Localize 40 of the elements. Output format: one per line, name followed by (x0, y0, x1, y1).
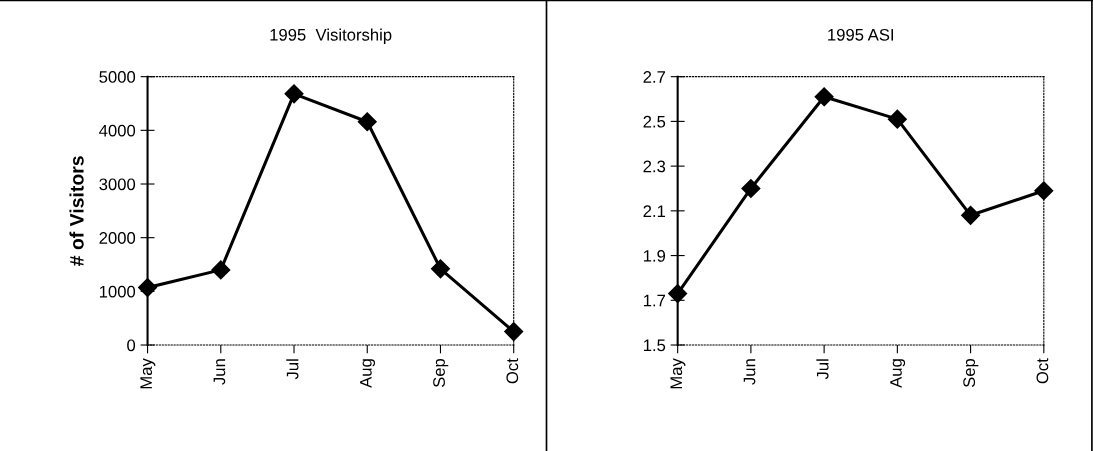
y-tick-label: 1.5 (643, 339, 666, 352)
y-tick-label: 5000 (99, 71, 136, 83)
y-axis-title: # of Visitors (69, 156, 84, 266)
point (961, 205, 981, 225)
y-tick-label: 2.5 (643, 115, 666, 128)
chart-title: 1995 ASI (828, 28, 894, 41)
x-tick-label: Jun (743, 359, 756, 385)
x-tick-label: Jul (816, 359, 829, 380)
y-tick-label: 2.3 (643, 160, 666, 173)
y-tick-label: 1000 (99, 285, 136, 298)
y-tick-label: 2.1 (643, 205, 666, 217)
x-tick-label: Sep (963, 358, 979, 388)
x-tick-label: Jul (286, 359, 299, 380)
point (1034, 181, 1054, 201)
x-tick-label: Oct (1036, 358, 1049, 384)
point (504, 322, 524, 342)
point (741, 178, 761, 199)
y-tick-label: 4000 (99, 124, 136, 137)
point (138, 278, 158, 298)
x-tick-label: May (670, 358, 686, 389)
x-tick-label: Sep (433, 358, 449, 388)
point (284, 84, 304, 104)
x-tick-label: Oct (506, 358, 519, 384)
point (887, 109, 907, 129)
y-tick-label: 2000 (99, 232, 136, 244)
y-tick-label: 3000 (99, 178, 136, 191)
x-tick-label: Aug (890, 359, 906, 388)
point (668, 284, 688, 304)
y-tick-label: 0 (127, 339, 136, 352)
chart-title: 1995 Visitorship (270, 28, 392, 45)
x-tick-label: Aug (360, 359, 376, 388)
point (211, 260, 231, 280)
point (814, 87, 834, 107)
y-tick-label: 2.7 (643, 71, 666, 83)
point (357, 112, 377, 132)
y-tick-label: 1.7 (643, 294, 666, 307)
point (430, 259, 451, 279)
y-tick-label: 1.9 (643, 249, 666, 262)
x-tick-label: May (140, 358, 156, 389)
x-tick-label: Jun (213, 359, 226, 385)
